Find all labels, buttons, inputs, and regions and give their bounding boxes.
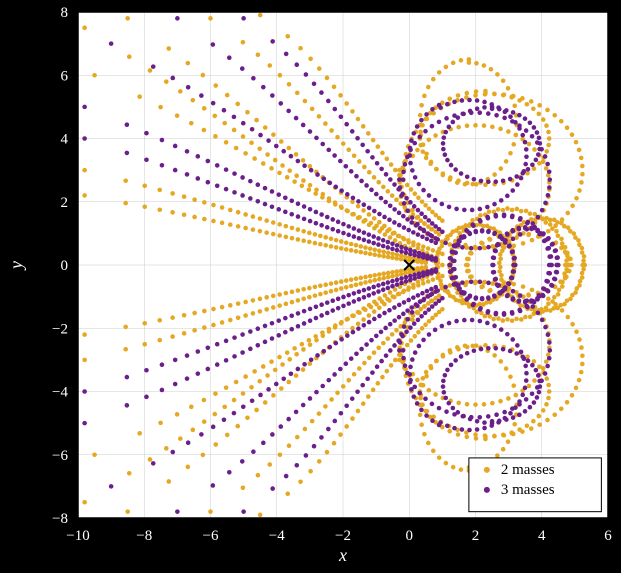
y-tick-label: −4: [52, 385, 68, 401]
x-tick-label: 4: [538, 528, 546, 544]
x-tick-label: −2: [335, 528, 351, 544]
x-tick-label: −8: [136, 528, 152, 544]
legend-item-label: 2 masses: [501, 462, 555, 478]
chart-container: −10−8−6−4−20246−8−6−4−202468xy2 masses3 …: [0, 0, 621, 573]
y-tick-label: −6: [52, 448, 68, 464]
legend: 2 masses 3 masses: [469, 458, 602, 512]
y-tick-label: 4: [61, 132, 69, 148]
y-tick-label: −2: [52, 321, 68, 337]
y-tick-label: −8: [52, 511, 68, 527]
y-axis-label: y: [6, 261, 26, 271]
x-tick-label: −4: [269, 528, 285, 544]
x-tick-label: 0: [406, 528, 414, 544]
y-tick-label: 6: [61, 68, 69, 84]
x-tick-label: 6: [604, 528, 612, 544]
scatter-chart: −10−8−6−4−20246−8−6−4−202468xy2 masses3 …: [0, 0, 621, 573]
y-tick-label: 8: [61, 5, 69, 21]
legend-item-label: 3 masses: [501, 482, 555, 498]
y-tick-label: 2: [61, 195, 69, 211]
x-tick-label: −10: [66, 528, 89, 544]
x-tick-label: −6: [203, 528, 219, 544]
x-axis-label: x: [338, 545, 347, 565]
y-tick-label: 0: [61, 258, 69, 274]
x-tick-label: 2: [472, 528, 480, 544]
